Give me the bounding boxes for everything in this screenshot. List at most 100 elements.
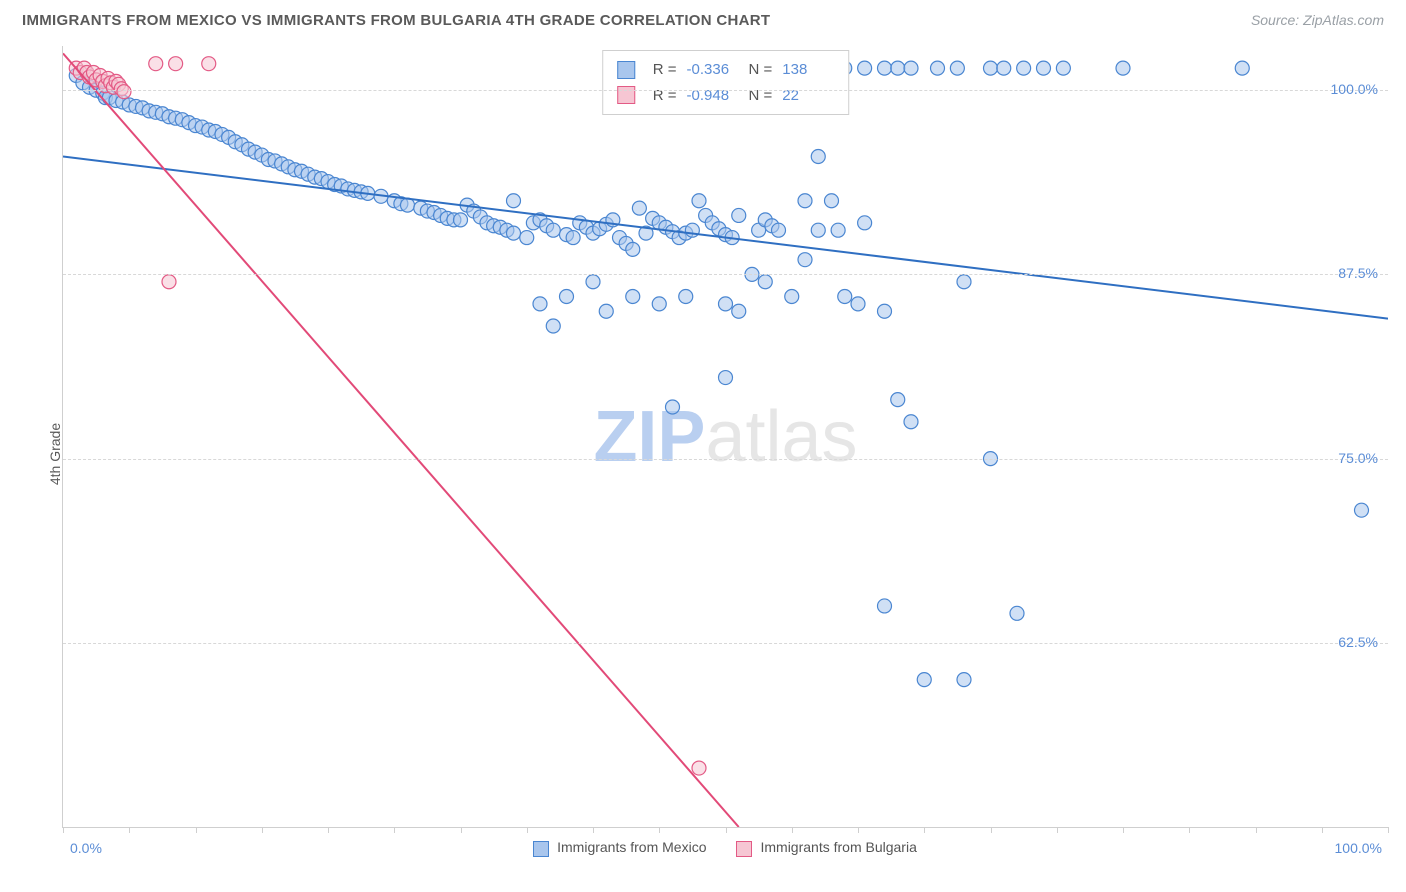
data-point: [1235, 61, 1249, 75]
data-point: [997, 61, 1011, 75]
gridline: [63, 90, 1388, 91]
data-point: [586, 275, 600, 289]
data-point: [950, 61, 964, 75]
gridline: [63, 643, 1388, 644]
data-point: [533, 297, 547, 311]
legend-r-label: R =: [653, 83, 677, 109]
x-tick: [1256, 827, 1257, 833]
x-tick: [63, 827, 64, 833]
data-point: [692, 761, 706, 775]
data-point: [957, 275, 971, 289]
legend-r-value: -0.948: [687, 83, 739, 109]
data-point: [811, 223, 825, 237]
data-point: [1116, 61, 1130, 75]
correlation-legend: R =-0.336N =138R =-0.948N =22: [602, 50, 850, 115]
data-point: [798, 194, 812, 208]
y-tick-label: 87.5%: [1338, 265, 1378, 281]
chart-title: IMMIGRANTS FROM MEXICO VS IMMIGRANTS FRO…: [22, 12, 770, 29]
data-point: [1017, 61, 1031, 75]
x-tick: [659, 827, 660, 833]
x-tick: [196, 827, 197, 833]
legend-row: R =-0.948N =22: [617, 83, 835, 109]
x-tick: [461, 827, 462, 833]
data-point: [652, 297, 666, 311]
x-tick: [991, 827, 992, 833]
data-point: [831, 223, 845, 237]
x-tick: [1123, 827, 1124, 833]
data-point: [858, 61, 872, 75]
data-point: [984, 61, 998, 75]
legend-n-label: N =: [749, 83, 773, 109]
x-tick: [527, 827, 528, 833]
gridline: [63, 459, 1388, 460]
x-tick: [858, 827, 859, 833]
series-legend: Immigrants from Mexico Immigrants from Bu…: [62, 839, 1388, 856]
data-point: [546, 319, 560, 333]
y-axis-label: 4th Grade: [47, 423, 63, 485]
x-tick: [1388, 827, 1389, 833]
chart-container: 4th Grade ZIPatlas R =-0.336N =138R =-0.…: [22, 46, 1388, 862]
data-point: [162, 275, 176, 289]
data-point: [878, 599, 892, 613]
data-point: [719, 371, 733, 385]
x-tick: [924, 827, 925, 833]
data-point: [798, 253, 812, 267]
data-point: [811, 150, 825, 164]
y-tick-label: 100.0%: [1331, 81, 1378, 97]
x-tick: [792, 827, 793, 833]
data-point: [732, 304, 746, 318]
series-legend-label: Immigrants from Mexico: [557, 839, 706, 855]
data-point: [758, 275, 772, 289]
regression-line: [63, 53, 739, 827]
x-axis: 0.0% Immigrants from MexicoImmigrants fr…: [62, 834, 1388, 862]
data-point: [692, 194, 706, 208]
chart-source: Source: ZipAtlas.com: [1251, 12, 1384, 28]
x-tick: [1322, 827, 1323, 833]
data-point: [454, 213, 468, 227]
plot-area: ZIPatlas R =-0.336N =138R =-0.948N =22 1…: [62, 46, 1388, 828]
data-point: [546, 223, 560, 237]
data-point: [1056, 61, 1070, 75]
data-point: [1037, 61, 1051, 75]
data-point: [507, 194, 521, 208]
data-point: [520, 231, 534, 245]
series-legend-item: Immigrants from Bulgaria: [736, 839, 916, 856]
regression-line: [63, 157, 1388, 319]
data-point: [626, 242, 640, 256]
legend-n-label: N =: [749, 57, 773, 83]
data-point: [149, 57, 163, 71]
data-point: [719, 297, 733, 311]
data-point: [878, 61, 892, 75]
data-point: [904, 61, 918, 75]
data-point: [891, 393, 905, 407]
data-point: [732, 208, 746, 222]
legend-row: R =-0.336N =138: [617, 57, 835, 83]
x-tick: [593, 827, 594, 833]
legend-r-label: R =: [653, 57, 677, 83]
gridline: [63, 274, 1388, 275]
legend-swatch: [617, 61, 635, 79]
data-point: [626, 290, 640, 304]
data-point: [957, 673, 971, 687]
data-point: [891, 61, 905, 75]
data-point: [917, 673, 931, 687]
x-axis-max: 100.0%: [1335, 840, 1382, 856]
legend-swatch: [533, 841, 549, 857]
data-point: [560, 290, 574, 304]
data-point: [838, 290, 852, 304]
x-tick: [129, 827, 130, 833]
x-tick: [1057, 827, 1058, 833]
legend-swatch: [617, 86, 635, 104]
data-point: [169, 57, 183, 71]
data-point: [117, 85, 131, 99]
data-point: [825, 194, 839, 208]
data-point: [507, 226, 521, 240]
legend-swatch: [736, 841, 752, 857]
data-point: [202, 57, 216, 71]
data-point: [599, 304, 613, 318]
data-point: [666, 400, 680, 414]
series-legend-label: Immigrants from Bulgaria: [760, 839, 916, 855]
data-point: [931, 61, 945, 75]
legend-r-value: -0.336: [687, 57, 739, 83]
x-tick: [394, 827, 395, 833]
